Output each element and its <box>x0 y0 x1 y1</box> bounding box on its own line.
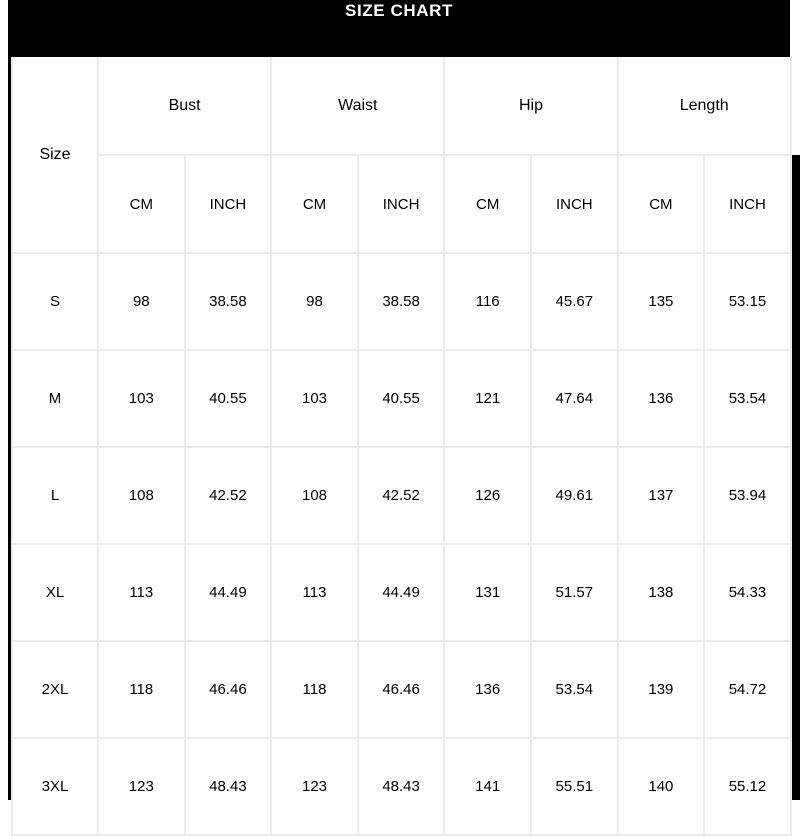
size-chart-title-bar: SIZE CHART <box>8 0 790 57</box>
value-cell: 141 <box>443 737 532 836</box>
size-row-label: M <box>11 349 99 448</box>
value-cell: 113 <box>270 543 359 642</box>
value-cell: 48.43 <box>183 737 273 836</box>
size-row-label: 3XL <box>11 737 99 836</box>
unit-header-row: CM INCH CM INCH CM INCH CM INCH <box>12 154 792 254</box>
value-cell: 51.57 <box>529 543 619 642</box>
table-row-2xl: 2XL 118 46.46 118 46.46 136 53.54 139 54… <box>11 640 792 739</box>
value-cell: 44.49 <box>356 543 446 642</box>
size-chart-table: Size Bust Waist Hip Length CM INCH CM IN… <box>11 57 792 836</box>
value-cell: 55.12 <box>703 737 792 836</box>
table-row-l: L 108 42.52 108 42.52 126 49.61 137 53.9… <box>11 446 792 545</box>
value-cell: 118 <box>270 640 359 739</box>
value-cell: 103 <box>270 349 359 448</box>
value-cell: 40.55 <box>356 349 446 448</box>
unit-header-cm: CM <box>443 154 532 254</box>
value-cell: 53.15 <box>703 252 792 351</box>
value-cell: 103 <box>97 349 186 448</box>
value-cell: 47.64 <box>529 349 619 448</box>
value-cell: 137 <box>616 446 706 545</box>
unit-header-inch: INCH <box>703 154 792 254</box>
table-row-m: M 103 40.55 103 40.55 121 47.64 136 53.5… <box>11 349 792 448</box>
value-cell: 126 <box>443 446 532 545</box>
value-cell: 108 <box>97 446 186 545</box>
group-header-hip: Hip <box>443 57 619 156</box>
value-cell: 118 <box>97 640 186 739</box>
value-cell: 131 <box>443 543 532 642</box>
value-cell: 46.46 <box>183 640 273 739</box>
unit-header-cm: CM <box>97 154 186 254</box>
value-cell: 49.61 <box>529 446 619 545</box>
value-cell: 42.52 <box>356 446 446 545</box>
value-cell: 139 <box>616 640 706 739</box>
value-cell: 55.51 <box>529 737 619 836</box>
unit-header-inch: INCH <box>529 154 619 254</box>
table-row-3xl: 3XL 123 48.43 123 48.43 141 55.51 140 55… <box>11 737 792 836</box>
value-cell: 135 <box>616 252 706 351</box>
size-row-label: XL <box>11 543 99 642</box>
value-cell: 138 <box>616 543 706 642</box>
unit-header-cm: CM <box>270 154 359 254</box>
value-cell: 108 <box>270 446 359 545</box>
unit-header-cm: CM <box>616 154 706 254</box>
value-cell: 54.72 <box>703 640 792 739</box>
unit-header-inch: INCH <box>356 154 446 254</box>
value-cell: 38.58 <box>356 252 446 351</box>
size-row-label: S <box>11 252 99 351</box>
value-cell: 113 <box>97 543 186 642</box>
value-cell: 136 <box>616 349 706 448</box>
value-cell: 121 <box>443 349 532 448</box>
value-cell: 140 <box>616 737 706 836</box>
value-cell: 40.55 <box>183 349 273 448</box>
group-header-waist: Waist <box>270 57 446 156</box>
group-header-bust: Bust <box>96 57 273 156</box>
value-cell: 116 <box>443 252 532 351</box>
value-cell: 136 <box>443 640 532 739</box>
value-cell: 46.46 <box>356 640 446 739</box>
size-column-header: Size <box>11 57 99 254</box>
value-cell: 123 <box>270 737 359 836</box>
value-cell: 38.58 <box>183 252 273 351</box>
size-row-label: L <box>11 446 99 545</box>
size-chart-title: SIZE CHART <box>345 1 453 20</box>
value-cell: 44.49 <box>183 543 273 642</box>
size-row-label: 2XL <box>11 640 99 739</box>
group-header-row: Size Bust Waist Hip Length <box>11 57 792 254</box>
table-right-border <box>790 155 800 800</box>
value-cell: 45.67 <box>529 252 619 351</box>
table-row-xl: XL 113 44.49 113 44.49 131 51.57 138 54.… <box>11 543 792 642</box>
group-header-length: Length <box>616 57 792 156</box>
value-cell: 48.43 <box>356 737 446 836</box>
value-cell: 123 <box>97 737 186 836</box>
value-cell: 54.33 <box>703 543 792 642</box>
value-cell: 53.54 <box>703 349 792 448</box>
unit-header-inch: INCH <box>183 154 273 254</box>
value-cell: 98 <box>97 252 186 351</box>
value-cell: 53.94 <box>703 446 792 545</box>
value-cell: 42.52 <box>183 446 273 545</box>
table-left-border <box>8 57 11 800</box>
table-row-s: S 98 38.58 98 38.58 116 45.67 135 53.15 <box>11 252 792 351</box>
value-cell: 98 <box>270 252 359 351</box>
value-cell: 53.54 <box>529 640 619 739</box>
